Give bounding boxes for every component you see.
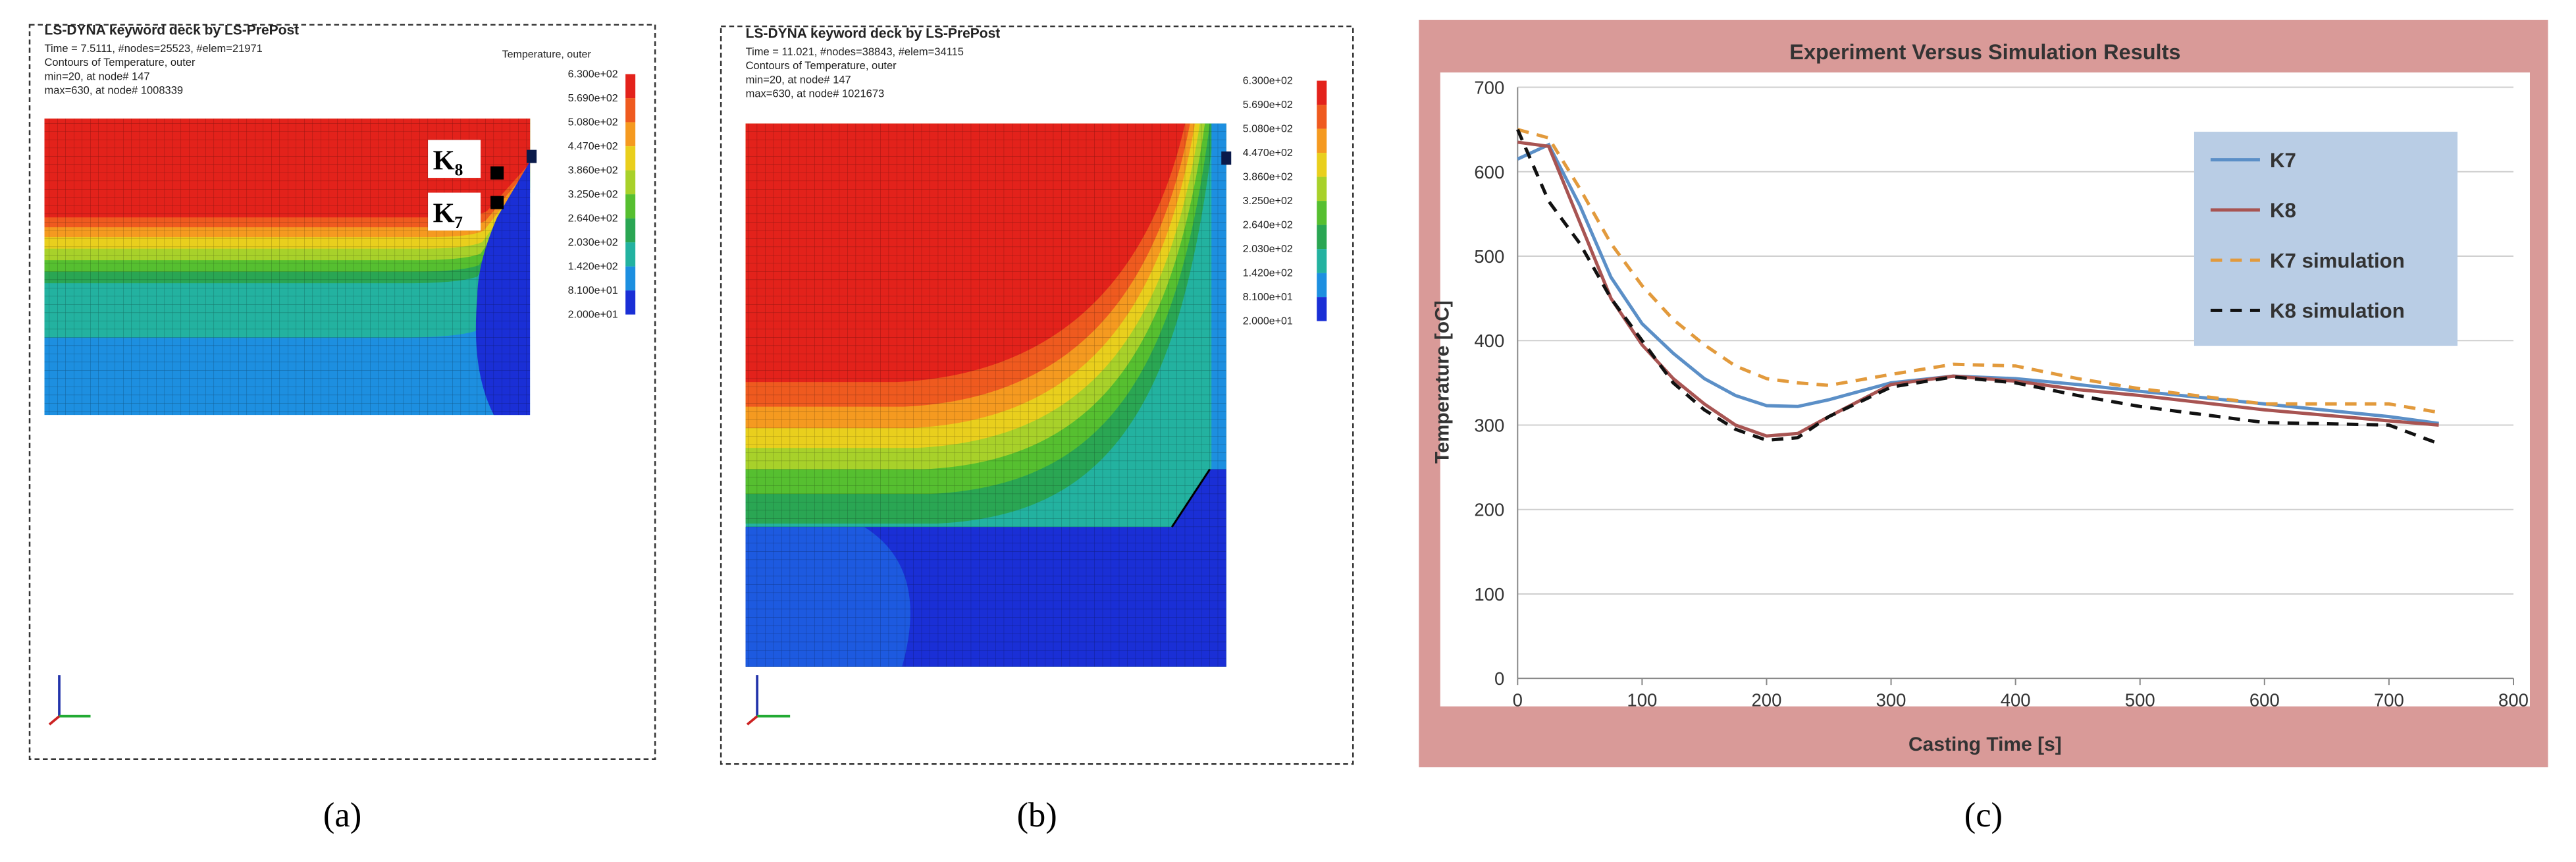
y-tick-label: 400 [1474, 331, 1504, 351]
legend-label: 4.470e+02 [568, 141, 618, 152]
legend-swatch [1317, 201, 1327, 225]
point-marker [490, 166, 504, 180]
legend-swatch [625, 266, 636, 291]
legend-swatch [1317, 80, 1327, 105]
legend-title: Temperature, outer [502, 49, 592, 61]
legend-swatch [625, 194, 636, 219]
legend-swatch [625, 98, 636, 122]
point-marker [490, 196, 504, 209]
x-tick-label: 300 [1876, 690, 1906, 711]
x-tick-label: 400 [2001, 690, 2031, 711]
legend-label: K8 simulation [2270, 300, 2405, 323]
legend-label: 8.100e+01 [1243, 292, 1293, 303]
legend-label: 1.420e+02 [568, 261, 618, 273]
y-tick-label: 300 [1474, 415, 1504, 435]
legend-swatch [1317, 176, 1327, 202]
boundary-marker [1221, 151, 1232, 165]
caption: (b) [1017, 796, 1057, 834]
series-line [1516, 128, 2440, 446]
y-tick-label: 0 [1494, 668, 1504, 689]
legend-swatch [625, 74, 636, 99]
legend-label: 2.030e+02 [1243, 244, 1293, 255]
contour-field [745, 123, 1232, 667]
legend-label: 5.690e+02 [568, 93, 618, 104]
legend-swatch [1317, 273, 1327, 298]
legend-swatch [1317, 105, 1327, 129]
panel-header: max=630, at node# 1008339 [45, 85, 184, 97]
point-label-box [428, 192, 481, 231]
legend-label: 4.470e+02 [1243, 148, 1293, 159]
legend-label: 8.100e+01 [568, 285, 618, 296]
legend-swatch [625, 170, 636, 195]
legend-label: K7 [2270, 149, 2296, 172]
legend-label: K7 simulation [2270, 249, 2405, 272]
legend-label: 2.030e+02 [568, 237, 618, 248]
x-tick-label: 600 [2249, 690, 2280, 711]
y-tick-label: 500 [1474, 246, 1504, 267]
x-tick-label: 500 [2125, 690, 2155, 711]
caption: (c) [1964, 796, 2003, 834]
mesh [745, 123, 1226, 667]
legend-swatch [1317, 297, 1327, 321]
legend-label: 6.300e+02 [1243, 76, 1293, 87]
legend-swatch [625, 290, 636, 315]
panel-header: Contours of Temperature, outer [45, 57, 196, 68]
contour-field: K₈ K₇ [44, 119, 537, 416]
legend-label: 5.080e+02 [1243, 124, 1293, 135]
legend-label: K8 [2270, 199, 2296, 222]
legend-swatch [625, 218, 636, 243]
chart-title: Experiment Versus Simulation Results [1789, 40, 2180, 64]
y-axis-label: Temperature [oC] [1431, 300, 1453, 464]
panel-header: Time = 7.5111, #nodes=25523, #elem=21971 [45, 43, 263, 55]
legend-label: 3.250e+02 [1243, 196, 1293, 207]
x-axis-label: Casting Time [s] [1908, 734, 2062, 755]
series-line [1517, 140, 2439, 438]
legend-label: 1.420e+02 [1243, 268, 1293, 279]
x-tick-label: 200 [1752, 690, 1782, 711]
point-label: K₈ [433, 146, 463, 176]
legend-swatch [1317, 128, 1327, 153]
legend-label: 3.860e+02 [568, 165, 618, 176]
panel-header: Contours of Temperature, outer [746, 60, 897, 72]
edge [1170, 468, 1211, 527]
legend-label: 3.250e+02 [568, 189, 618, 200]
legend-label: 2.640e+02 [1243, 220, 1293, 231]
legend-label: 5.690e+02 [1243, 99, 1293, 111]
panel-header: LS-DYNA keyword deck by LS-PrePost [746, 26, 1001, 41]
y-tick-label: 700 [1474, 78, 1504, 98]
legend-swatch [625, 242, 636, 267]
axis-triad [48, 675, 791, 726]
x-tick-label: 0 [1513, 690, 1523, 711]
legend-swatch [1317, 249, 1327, 273]
panel-header: min=20, at node# 147 [45, 70, 150, 82]
panel-frame [720, 25, 1354, 765]
panel-header: Time = 11.021, #nodes=38843, #elem=34115 [746, 46, 964, 58]
legend-label: 6.300e+02 [568, 69, 618, 80]
legend-label: 5.080e+02 [568, 117, 618, 128]
x-tick-label: 700 [2374, 690, 2404, 711]
point-label: K₇ [433, 198, 463, 229]
legend-label: 2.000e+01 [568, 310, 618, 321]
panel-header: LS-DYNA keyword deck by LS-PrePost [45, 23, 300, 38]
point-label-box [428, 140, 481, 178]
legend-label: 3.860e+02 [1243, 172, 1293, 183]
x-tick-label: 800 [2498, 690, 2529, 711]
legend-label: 2.000e+01 [1243, 316, 1293, 327]
series-line [1517, 128, 2439, 414]
caption: (a) [323, 796, 361, 834]
legend-swatch [625, 146, 636, 171]
legend-swatch [1317, 225, 1327, 250]
legend-swatch [1317, 153, 1327, 177]
panel-header: min=20, at node# 147 [746, 74, 851, 86]
boundary-marker [527, 149, 537, 163]
series-line [1517, 142, 2439, 425]
y-tick-label: 100 [1474, 584, 1504, 605]
x-tick-label: 100 [1627, 690, 1657, 711]
y-tick-label: 600 [1474, 162, 1504, 182]
y-tick-label: 200 [1474, 500, 1504, 520]
panel-header: max=630, at node# 1021673 [746, 88, 885, 100]
legend-swatch [625, 122, 636, 147]
legend-label: 2.640e+02 [568, 213, 618, 225]
